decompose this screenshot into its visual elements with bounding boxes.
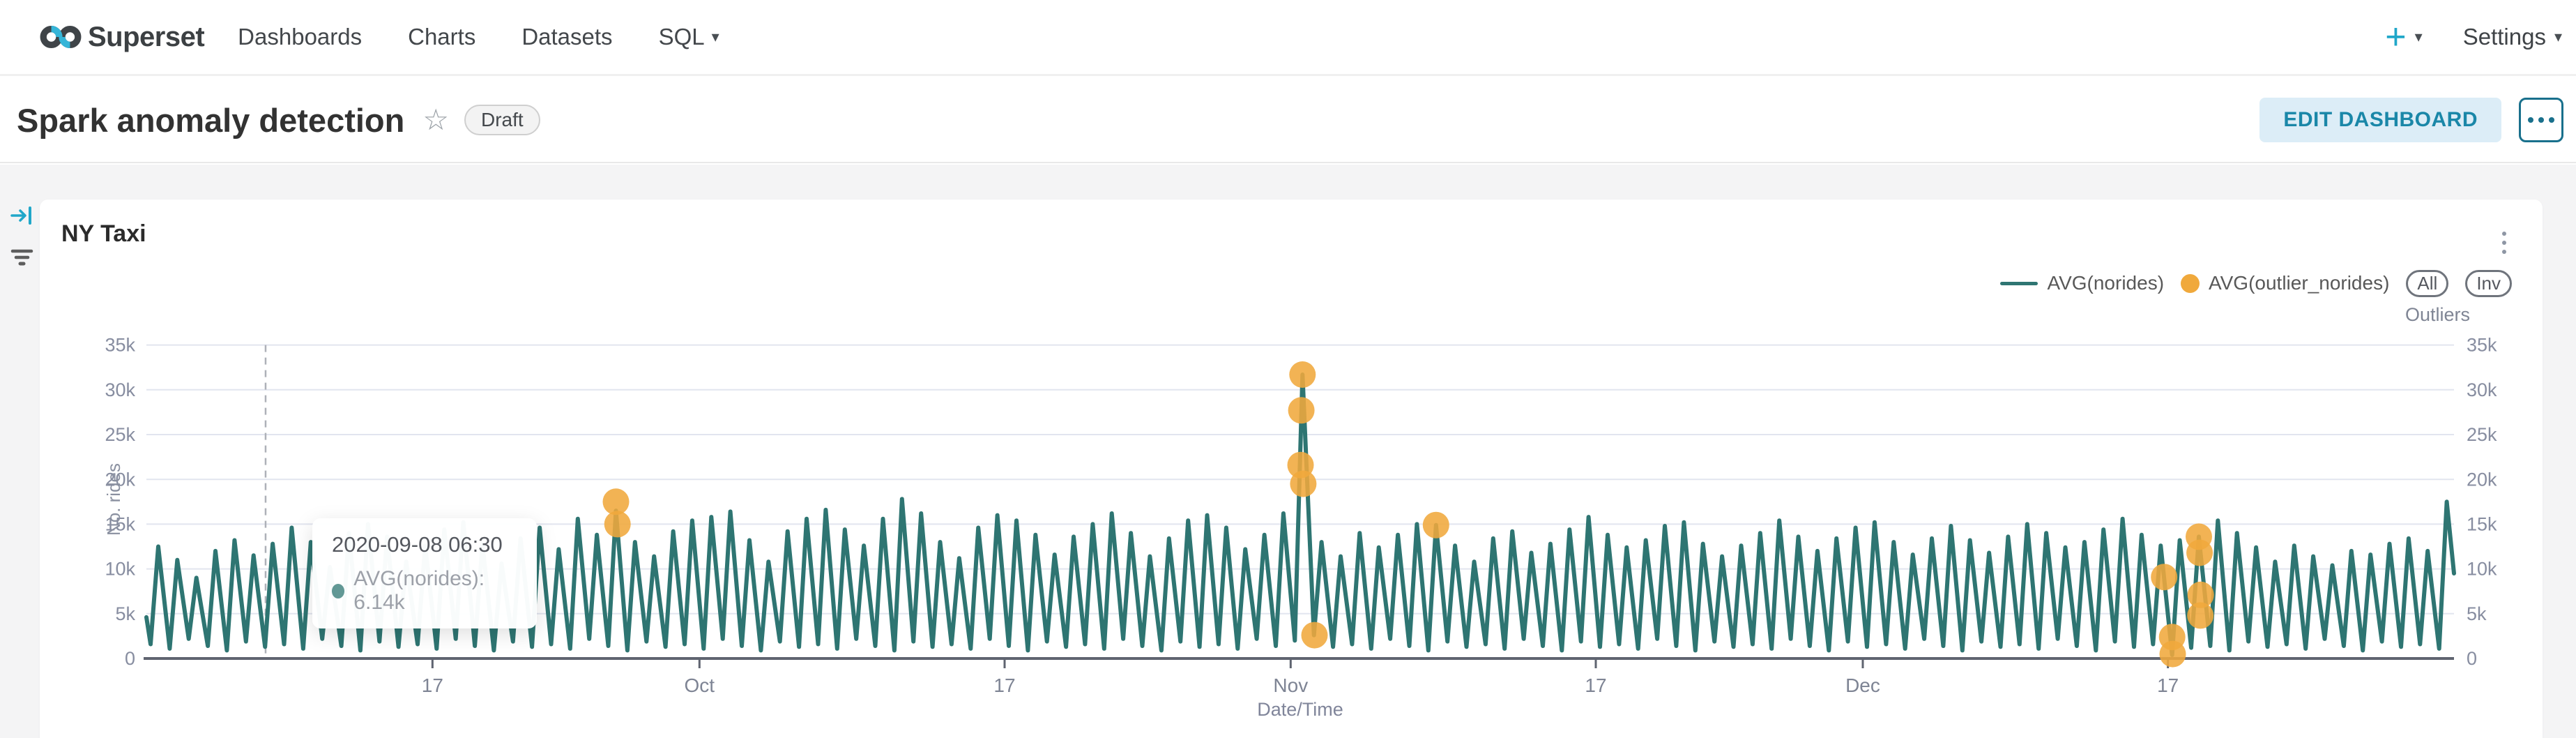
superset-brand[interactable]: Superset (39, 21, 205, 53)
dashboard-body: NY Taxi AVG(norides) AVG(outlier_norides… (0, 165, 2576, 738)
expand-filters-icon[interactable] (10, 205, 34, 229)
plus-icon: + (2385, 17, 2407, 57)
edit-dashboard-button[interactable]: EDIT DASHBOARD (2259, 98, 2501, 142)
legend-item-avg-norides[interactable]: AVG(norides) (2000, 272, 2164, 294)
legend-all-button[interactable]: All (2406, 269, 2449, 297)
svg-text:20k: 20k (105, 469, 135, 490)
filter-sidebar (7, 205, 38, 269)
nav-item-sql[interactable]: SQL ▾ (659, 24, 719, 50)
caret-down-icon: ▾ (711, 28, 719, 45)
svg-text:25k: 25k (2467, 424, 2497, 445)
tooltip-date: 2020-09-08 06:30 (332, 532, 503, 557)
svg-text:15k: 15k (2467, 514, 2497, 535)
svg-text:15k: 15k (105, 514, 135, 535)
svg-text:5k: 5k (115, 603, 135, 624)
nav-item-datasets[interactable]: Datasets (521, 24, 613, 50)
draft-status-badge: Draft (464, 105, 540, 135)
svg-text:Oct: Oct (685, 675, 715, 696)
filter-icon[interactable] (10, 246, 34, 269)
settings-menu-button[interactable]: Settings ▾ (2463, 24, 2562, 50)
legend-label: AVG(outlier_norides) (2209, 272, 2390, 294)
new-menu-button[interactable]: + ▾ (2385, 19, 2422, 55)
legend-item-avg-outlier-norides[interactable]: AVG(outlier_norides) (2181, 272, 2389, 294)
circle-swatch-icon (2181, 273, 2200, 293)
svg-text:35k: 35k (2467, 335, 2497, 356)
svg-text:20k: 20k (2467, 469, 2497, 490)
timeseries-chart[interactable]: 0 0 5k 5k 10k 10k 15k 15k 20k 20k 25k 25k 30k 30k 35k 3… (40, 199, 2543, 738)
top-navbar: Superset Dashboards Charts Datasets SQL … (0, 0, 2576, 76)
legend-label: AVG(norides) (2047, 272, 2165, 294)
nav-item-dashboards[interactable]: Dashboards (238, 24, 363, 50)
y-axis-title: No. rides (103, 462, 124, 536)
svg-text:30k: 30k (2467, 379, 2497, 400)
svg-text:10k: 10k (105, 559, 135, 580)
svg-text:5k: 5k (2467, 603, 2487, 624)
settings-label: Settings (2462, 24, 2546, 50)
ellipsis-icon (2528, 117, 2533, 123)
svg-text:0: 0 (125, 648, 135, 669)
x-axis-title: Date/Time (1257, 699, 1343, 720)
svg-text:Nov: Nov (1273, 675, 1308, 696)
line-swatch-icon (2000, 281, 2038, 285)
svg-text:30k: 30k (105, 379, 135, 400)
dashboard-actions: EDIT DASHBOARD (2259, 98, 2563, 142)
svg-text:17: 17 (993, 675, 1015, 696)
caret-down-icon: ▾ (2414, 28, 2423, 45)
right-axis-title: Outliers (2404, 304, 2470, 325)
tooltip-series-row: AVG(norides): 6.14k (332, 567, 517, 615)
nav-links: Dashboards Charts Datasets SQL ▾ (238, 24, 719, 50)
svg-text:17: 17 (1585, 675, 1606, 696)
nav-item-sql-label: SQL (658, 24, 705, 50)
dashboard-more-button[interactable] (2519, 98, 2563, 142)
svg-text:0: 0 (2467, 648, 2477, 669)
chart-tooltip: 2020-09-08 06:30 AVG(norides): 6.14k (312, 518, 537, 628)
svg-text:17: 17 (422, 675, 443, 696)
caret-down-icon: ▾ (2554, 28, 2562, 45)
svg-text:25k: 25k (105, 424, 135, 445)
legend-inverse-button[interactable]: Inv (2465, 269, 2512, 297)
chart-legend: AVG(norides) AVG(outlier_norides) All In… (2000, 268, 2512, 299)
svg-text:Dec: Dec (1845, 675, 1880, 696)
chart-panel-ny-taxi: NY Taxi AVG(norides) AVG(outlier_norides… (40, 199, 2543, 738)
page-title: Spark anomaly detection (17, 101, 405, 139)
svg-text:35k: 35k (105, 335, 135, 356)
svg-text:17: 17 (2157, 675, 2179, 696)
tooltip-value: AVG(norides): 6.14k (353, 567, 485, 614)
favorite-star-icon[interactable]: ☆ (422, 103, 449, 136)
navbar-right: + ▾ Settings ▾ (2385, 0, 2562, 74)
chart-more-vertical-icon[interactable] (2494, 225, 2515, 261)
dashboard-header: Spark anomaly detection ☆ Draft EDIT DAS… (0, 78, 2576, 163)
brand-name: Superset (88, 21, 205, 52)
series-dot-icon (332, 583, 345, 598)
nav-item-charts[interactable]: Charts (408, 24, 476, 50)
chart-title: NY Taxi (61, 220, 146, 247)
superset-logo-icon (40, 25, 82, 49)
svg-text:10k: 10k (2467, 559, 2497, 580)
